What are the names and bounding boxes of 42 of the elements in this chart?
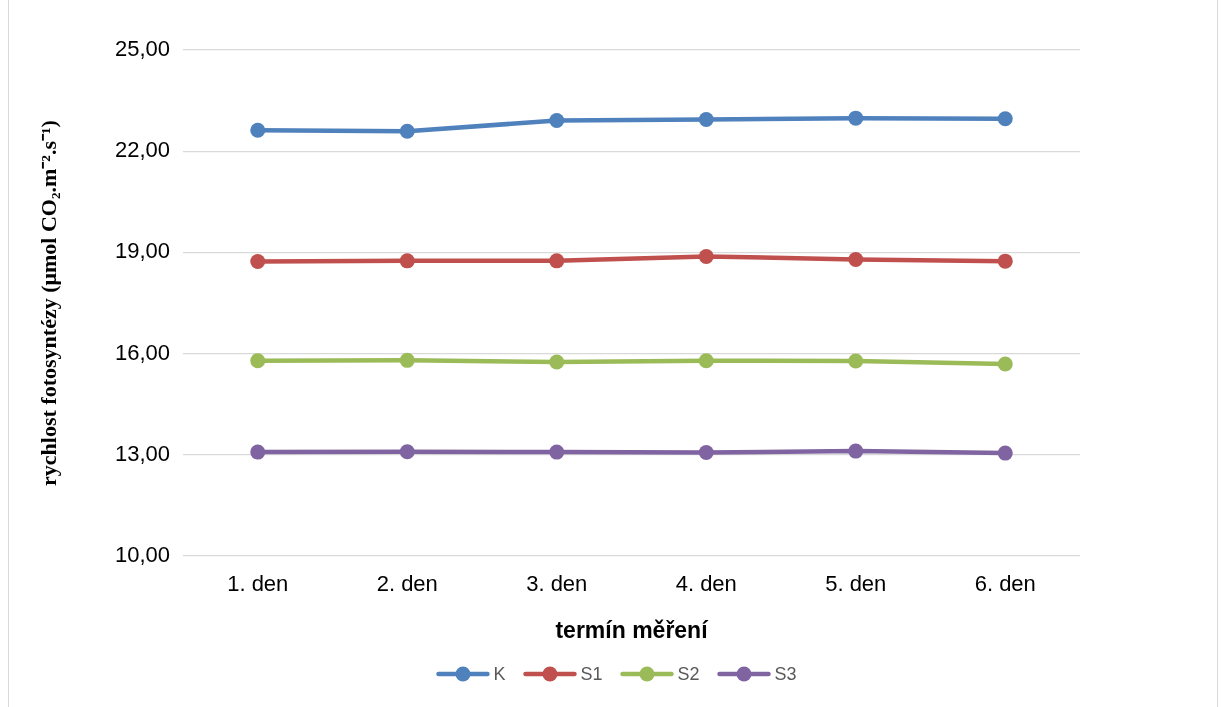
point [997,356,1013,372]
y-tick-label: 13,00 [114,440,170,466]
point [549,113,565,128]
point [997,445,1013,461]
y-tick-label: 10,00 [114,542,170,568]
point [848,110,864,126]
point [250,444,266,460]
point [698,111,714,127]
point [549,444,565,460]
y-tick-label: 19,00 [114,238,170,264]
point [997,111,1013,127]
point [848,353,864,369]
legend-label: S3 [774,663,797,684]
y-tick-label: 25,00 [114,36,170,62]
point [250,254,266,270]
y-tick-label: 16,00 [114,339,170,365]
x-axis-title: termín měření [555,616,710,643]
legend-label: S1 [580,663,603,684]
point [848,251,864,267]
x-tick-label: 6. den [974,571,1036,597]
point [399,123,415,139]
x-tick-label: 2. den [376,571,438,597]
point [848,443,864,459]
point [399,444,415,460]
legend-label: K [493,663,506,684]
x-tick-label: 4. den [675,571,737,597]
y-axis-title: rychlost fotosyntézy (μmol CO₂.m⁻².s⁻¹) [35,120,61,486]
y-tick-label: 22,00 [114,137,170,163]
x-tick-label: 3. den [526,571,588,597]
point [997,253,1013,269]
x-tick-label: 1. den [227,571,289,597]
point [399,253,415,269]
point [698,444,714,460]
point [250,122,266,138]
point [399,352,415,368]
point [250,353,266,369]
point [549,354,565,370]
x-tick-label: 5. den [825,571,887,597]
point [698,248,714,264]
legend-label: S2 [677,663,700,684]
point [549,253,565,269]
point [698,353,714,369]
